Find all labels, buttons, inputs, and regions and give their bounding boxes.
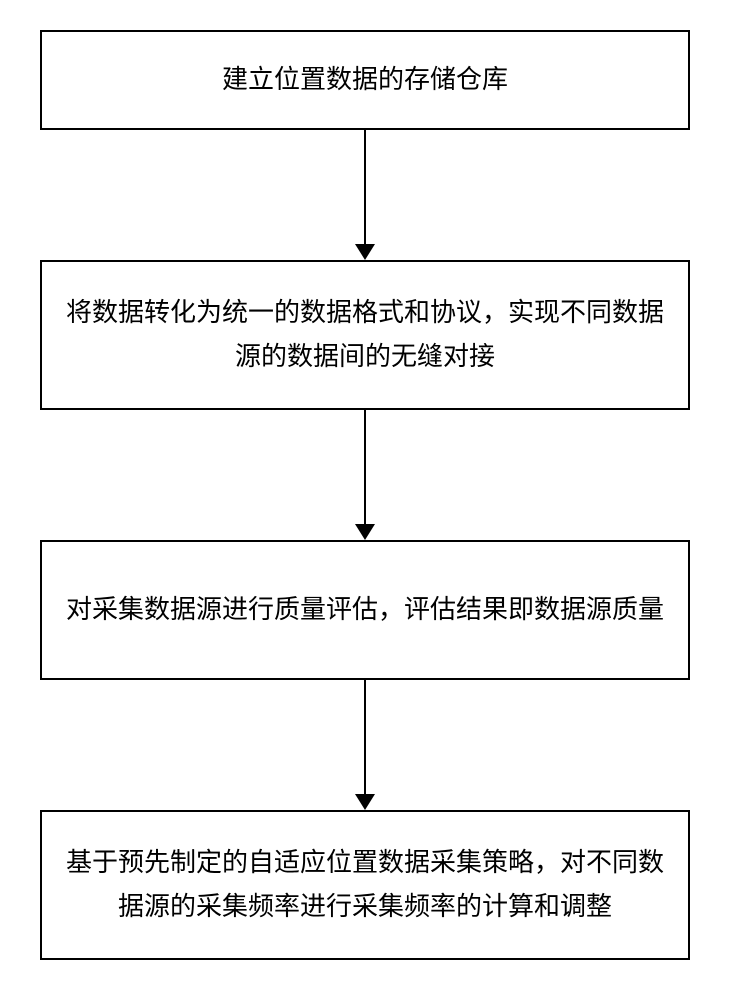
flow-node-1-label: 建立位置数据的存储仓库 (222, 58, 508, 102)
flow-node-2-label: 将数据转化为统一的数据格式和协议，实现不同数据源的数据间的无缝对接 (62, 291, 668, 379)
flow-arrow-2-line (364, 410, 366, 526)
flow-node-2: 将数据转化为统一的数据格式和协议，实现不同数据源的数据间的无缝对接 (40, 260, 690, 410)
flow-arrow-2-head (355, 524, 375, 540)
flow-node-4-label: 基于预先制定的自适应位置数据采集策略，对不同数据源的采集频率进行采集频率的计算和… (62, 841, 668, 929)
flow-node-3-label: 对采集数据源进行质量评估，评估结果即数据源质量 (66, 588, 664, 632)
flow-node-1: 建立位置数据的存储仓库 (40, 30, 690, 130)
flow-node-4: 基于预先制定的自适应位置数据采集策略，对不同数据源的采集频率进行采集频率的计算和… (40, 810, 690, 960)
flow-arrow-1-head (355, 244, 375, 260)
flow-node-3: 对采集数据源进行质量评估，评估结果即数据源质量 (40, 540, 690, 680)
flow-arrow-3-head (355, 794, 375, 810)
flow-arrow-3-line (364, 680, 366, 796)
flow-arrow-1-line (364, 130, 366, 246)
flowchart-canvas: 建立位置数据的存储仓库 将数据转化为统一的数据格式和协议，实现不同数据源的数据间… (0, 0, 731, 1000)
